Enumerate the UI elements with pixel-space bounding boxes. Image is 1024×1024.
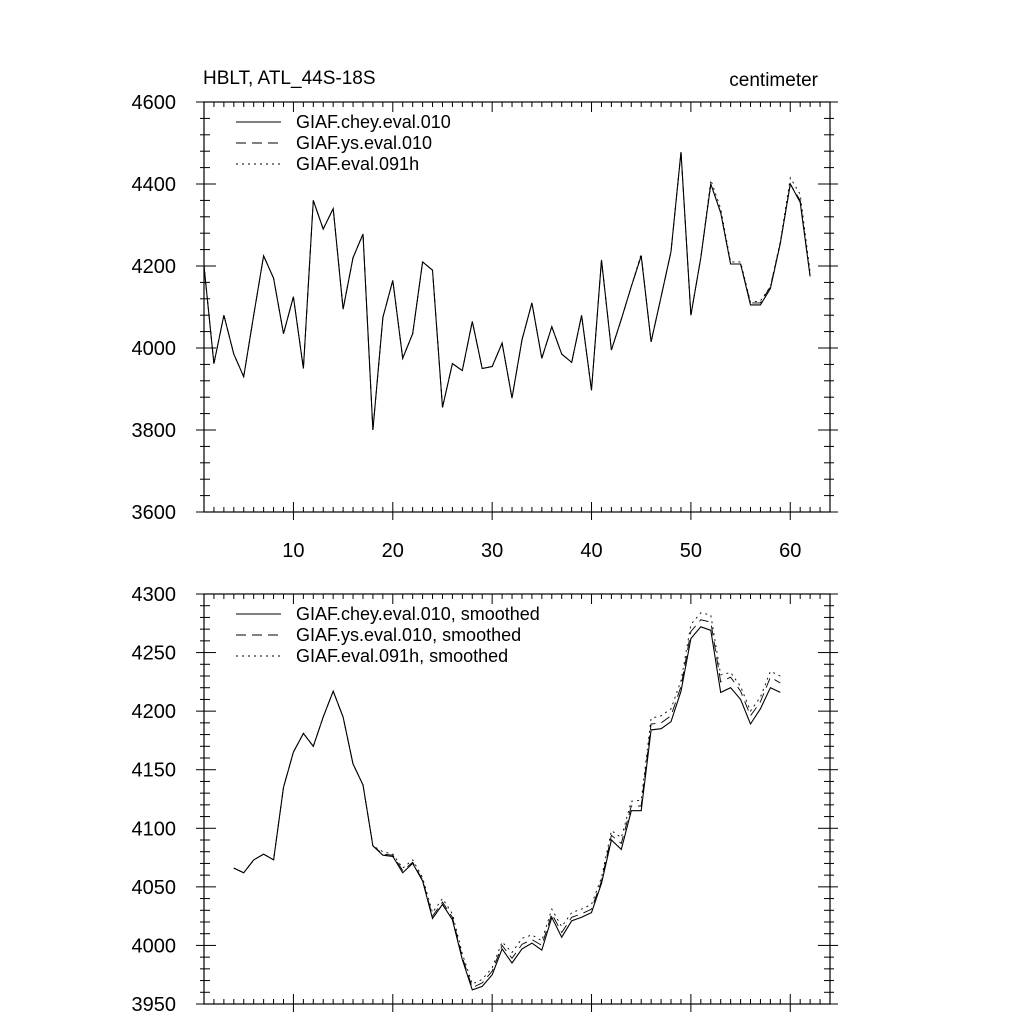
y-tick-label: 3800 [132,420,177,442]
x-tick-label: 30 [481,540,503,562]
series-line-3 [203,151,811,431]
y-tick-label: 4400 [132,174,177,196]
y-tick-label: 4200 [132,256,177,278]
series-line-3 [233,612,781,985]
series-line-1 [203,151,811,431]
y-tick-label: 4050 [132,877,177,899]
x-tick-label: 60 [779,540,801,562]
y-tick-label: 4200 [132,701,177,723]
legend-label-2: GIAF.ys.eval.010, smoothed [296,625,521,645]
series-line-2 [203,151,811,431]
y-tick-label: 4600 [132,92,177,114]
y-tick-label: 4000 [132,338,177,360]
legend-label-1: GIAF.chey.eval.010, smoothed [296,604,540,624]
x-tick-label: 10 [282,540,304,562]
legend-label-3: GIAF.eval.091h, smoothed [296,646,508,666]
bottom-panel: 3950 4000 4050 4100 4150 4200 4250 4300 GIAF.che… [132,584,838,1016]
y-tick-label: 3600 [132,502,177,524]
y-tick-label: 4300 [132,584,177,606]
y-tick-label: 4250 [132,643,177,665]
legend-label-2: GIAF.ys.eval.010 [296,133,432,153]
y-tick-label: 3950 [132,994,177,1016]
y-tick-label: 4150 [132,760,177,782]
plot-frame [203,593,831,1005]
y-tick-label: 4100 [132,818,177,840]
series-line-1 [233,626,781,991]
legend-label-3: GIAF.eval.091h [296,154,419,174]
x-tick-label: 40 [580,540,602,562]
x-tick-label: 20 [382,540,404,562]
legend-label-1: GIAF.chey.eval.010 [296,112,451,132]
chart-title: HBLT, ATL_44S-18S [203,68,376,89]
top-panel: 10 20 30 40 50 60 3600 3800 4000 4200 4400 4600 GIAF… [132,92,838,562]
chart-units: centimeter [729,70,818,91]
plot-frame [203,101,831,513]
x-tick-label: 50 [680,540,702,562]
y-tick-label: 4000 [132,935,177,957]
series-line-2 [233,619,781,989]
